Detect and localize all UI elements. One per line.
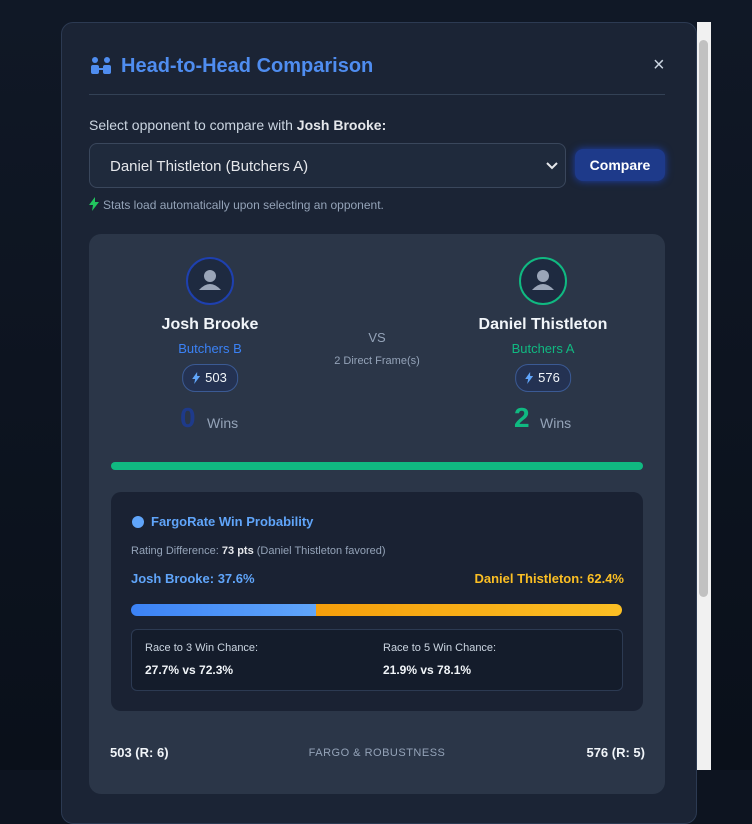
rating: 576: [538, 370, 560, 385]
icon: [89, 55, 113, 77]
bolt-icon: [89, 197, 99, 211]
rating-diff: Rating Difference: 73 pts (Daniel Thistl…: [131, 545, 386, 557]
race-box: [131, 629, 623, 691]
bolt-icon: [192, 372, 200, 384]
frames: 2 Direct Frame(s): [334, 355, 420, 367]
player-team: Butchers B: [178, 341, 242, 356]
footer-center: FARGO & ROBUSTNESS: [309, 747, 446, 759]
label-player: Josh Brooke:: [297, 117, 386, 133]
select-label: Select opponent to compare with Josh Bro…: [89, 117, 386, 133]
opponent-select[interactable]: Daniel Thistleton (Butchers A): [89, 143, 566, 188]
modal-title: Head-to-Head Comparison: [121, 55, 373, 78]
wins: 0: [180, 402, 196, 434]
p2-probability: Daniel Thistleton: 62.4%: [474, 571, 624, 586]
wins-label: Wins: [207, 415, 238, 431]
p2-value: 62.4%: [587, 571, 624, 586]
p1-probability: Josh Brooke: 37.6%: [131, 571, 255, 586]
close-button[interactable]: ×: [653, 54, 665, 77]
player-name: Daniel Thistleton: [479, 316, 608, 334]
fargo-title: FargoRate Win Probability: [151, 514, 313, 529]
race-value: 27.7% vs 72.3%: [145, 663, 233, 677]
footer-left: 503 (R: 6): [110, 745, 169, 760]
scrollbar-thumb[interactable]: [699, 40, 708, 597]
vs: VS: [368, 330, 385, 345]
rating: 503: [205, 370, 227, 385]
race-label: Race to 5 Win Chance:: [383, 642, 496, 654]
probability-bar: [131, 604, 622, 616]
diff-value: 73 pts: [222, 545, 254, 557]
p1-value: 37.6%: [218, 571, 255, 586]
p1-label: Josh Brooke:: [131, 571, 218, 586]
wins-label: Wins: [540, 415, 571, 431]
bolt-icon: [525, 372, 533, 384]
rating-badge: 503: [182, 364, 238, 392]
race-value: 21.9% vs 78.1%: [383, 663, 471, 677]
chevron: [546, 161, 558, 171]
avatar: [518, 256, 568, 306]
avatar: [185, 256, 235, 306]
brain-icon: [131, 515, 145, 529]
diff-note: (Daniel Thistleton favored): [254, 545, 386, 557]
hint: Stats load automatically upon selecting …: [103, 198, 384, 212]
p2-segment: [316, 604, 622, 616]
player-team: Butchers A: [512, 341, 575, 356]
player-name: Josh Brooke: [162, 316, 259, 334]
selected-option: Daniel Thistleton (Butchers A): [110, 158, 308, 175]
compare-button[interactable]: Compare: [575, 149, 665, 181]
wins-bar: [111, 462, 643, 470]
page: Head-to-Head Comparison × Select opponen…: [0, 0, 752, 770]
wins: 2: [514, 402, 530, 434]
diff-label: Rating Difference:: [131, 545, 222, 557]
race-label: Race to 3 Win Chance:: [145, 642, 258, 654]
footer-right: 576 (R: 5): [586, 745, 645, 760]
divider: [89, 94, 665, 95]
rating-badge: 576: [515, 364, 571, 392]
label-text: Select opponent to compare with: [89, 117, 297, 133]
p1-segment: [131, 604, 316, 616]
p2-label: Daniel Thistleton:: [474, 571, 587, 586]
